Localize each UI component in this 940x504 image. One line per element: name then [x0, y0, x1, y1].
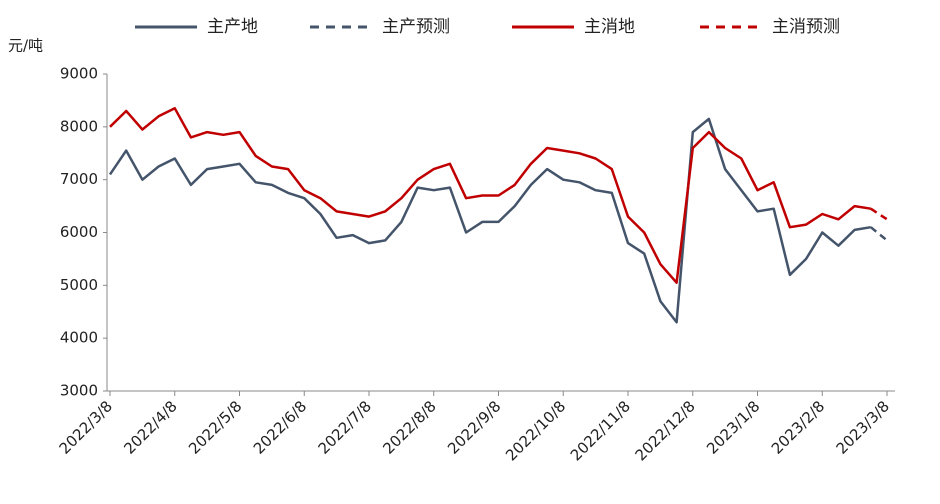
x-tick-label: 2023/3/8 [833, 397, 893, 457]
y-axis-label: 元/吨 [8, 37, 43, 55]
legend-label: 主产地 [207, 17, 258, 37]
x-tick-label: 2022/11/8 [567, 397, 634, 464]
y-tick-label: 5000 [60, 276, 98, 294]
x-tick-label: 2022/3/8 [56, 397, 116, 457]
x-tick-label: 2022/6/8 [250, 397, 310, 457]
x-tick-label: 2022/12/8 [632, 397, 699, 464]
x-tick-label: 2022/7/8 [315, 397, 375, 457]
x-tick-label: 2022/9/8 [444, 397, 504, 457]
x-tick-label: 2022/4/8 [120, 397, 180, 457]
legend-label: 主产预测 [382, 17, 450, 37]
y-tick-label: 3000 [60, 382, 98, 400]
y-tick-label: 4000 [60, 329, 98, 347]
x-tick-label: 2023/2/8 [768, 397, 828, 457]
series-line [109, 107, 871, 284]
legend-label: 主消预测 [772, 17, 840, 37]
y-tick-label: 7000 [60, 170, 98, 188]
x-tick-label: 2022/8/8 [379, 397, 439, 457]
x-tick-label: 2023/1/8 [703, 397, 763, 457]
series-line [108, 117, 872, 324]
y-tick-label: 9000 [60, 65, 98, 83]
y-tick-label: 6000 [60, 223, 98, 241]
series-line [870, 207, 888, 221]
y-tick-label: 8000 [60, 117, 98, 135]
legend-label: 主消地 [584, 17, 635, 37]
x-tick-label: 2022/5/8 [185, 397, 245, 457]
x-tick-label: 2022/10/8 [502, 397, 569, 464]
series-line [870, 226, 888, 242]
